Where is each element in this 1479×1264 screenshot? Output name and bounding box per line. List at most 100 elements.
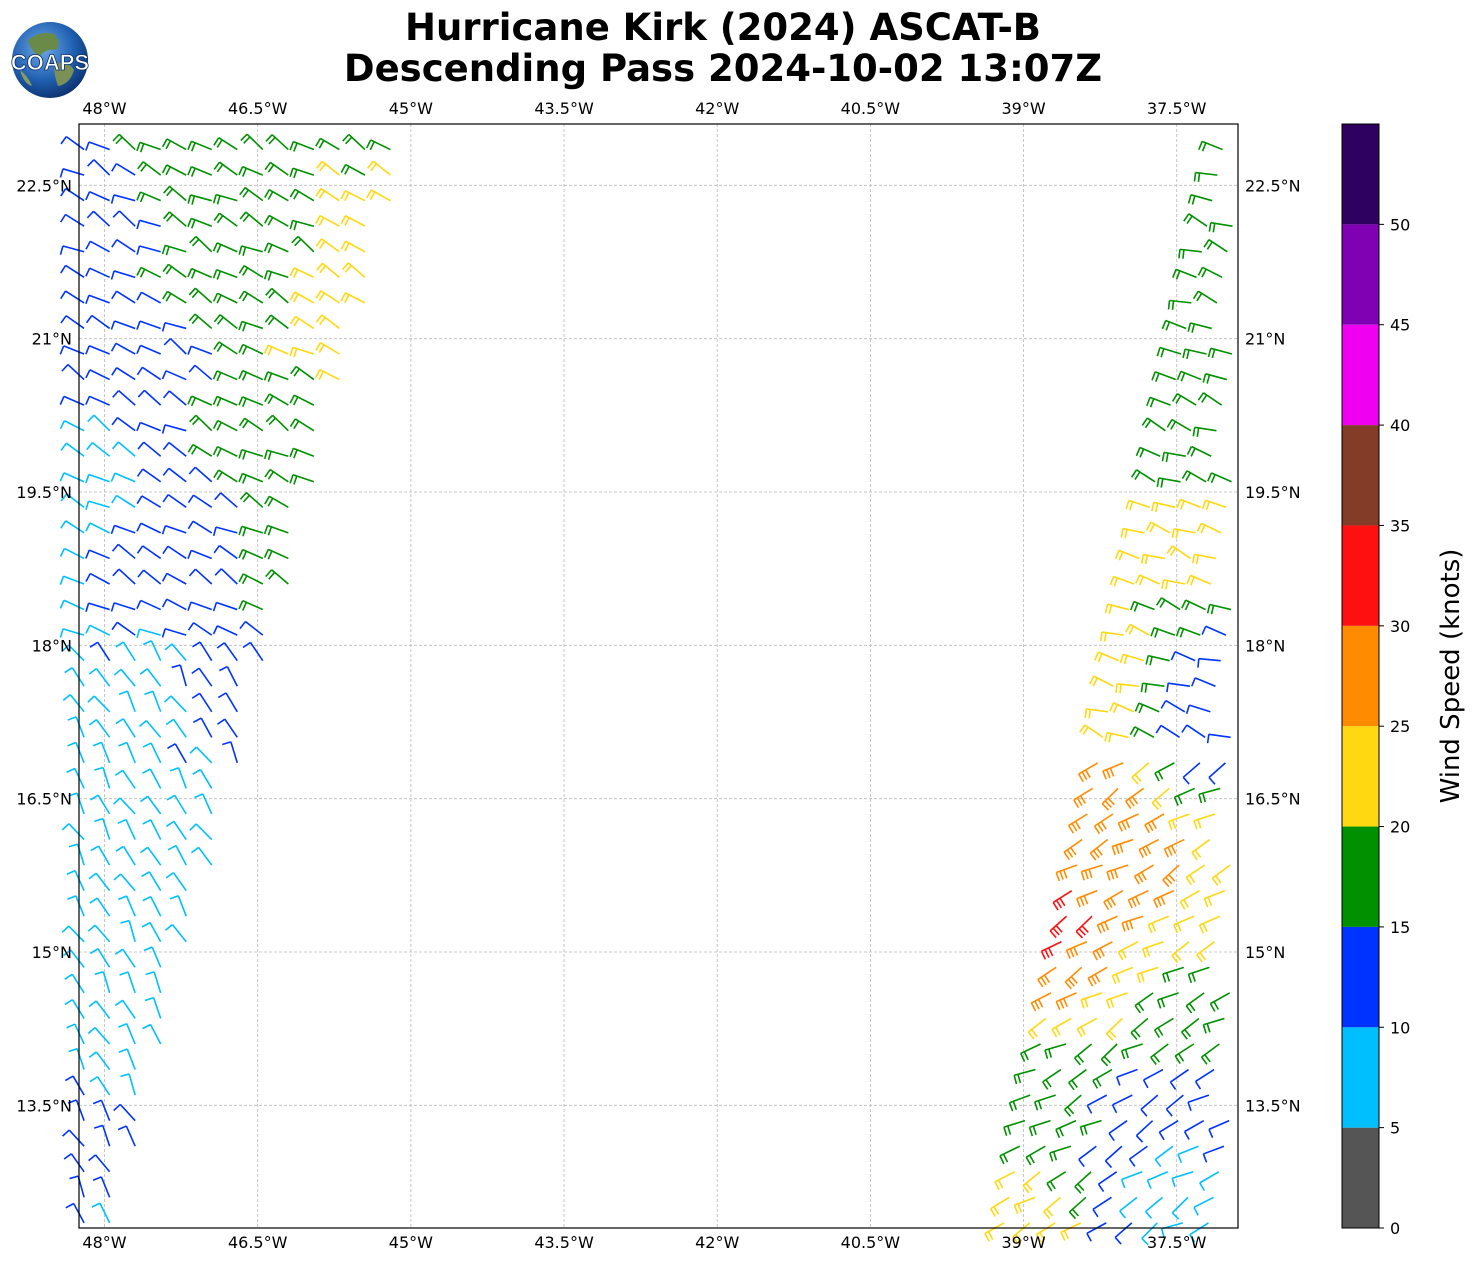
wind-barb xyxy=(212,419,238,432)
barb-staff xyxy=(96,897,111,917)
wind-barb xyxy=(1008,1094,1031,1112)
barb-staff xyxy=(127,971,136,994)
wind-barb xyxy=(1203,238,1228,253)
wind-barb xyxy=(1189,1222,1209,1243)
wind-barb xyxy=(315,187,340,202)
barb-staff xyxy=(173,820,187,841)
barb-flag xyxy=(1210,474,1216,484)
barb-staff xyxy=(65,290,85,304)
barb-flag xyxy=(1052,902,1059,911)
barb-staff xyxy=(1195,1068,1215,1083)
wind-barb xyxy=(264,495,289,509)
barb-flag xyxy=(111,441,120,450)
barb-flag xyxy=(268,290,276,299)
barb-flag xyxy=(187,444,194,453)
wind-barb xyxy=(1120,1171,1143,1189)
barb-flag xyxy=(1089,852,1097,861)
barb-flag xyxy=(1155,372,1160,382)
barb-staff xyxy=(218,341,238,355)
wind-barb xyxy=(92,1099,111,1121)
barb-flag xyxy=(1081,771,1088,781)
barb-staff xyxy=(1118,941,1139,953)
barb-flag xyxy=(1049,930,1057,939)
barb-flag xyxy=(239,621,247,630)
barb-flag xyxy=(1034,1101,1039,1111)
wind-barb xyxy=(1186,445,1212,457)
wind-barb xyxy=(1163,838,1185,858)
barb-flag xyxy=(1013,1204,1019,1214)
barb-flag xyxy=(1077,1054,1085,1063)
barb-flag xyxy=(1202,1153,1208,1163)
barb-staff xyxy=(145,720,162,738)
barb-flag xyxy=(1134,896,1141,906)
barb-flag xyxy=(1140,1108,1148,1117)
barb-flag xyxy=(85,395,91,405)
wind-barb xyxy=(92,741,111,764)
barb-flag xyxy=(1092,677,1099,687)
wind-barb xyxy=(366,139,391,151)
wind-barb xyxy=(1115,683,1139,694)
wind-barb xyxy=(60,187,85,202)
barb-staff xyxy=(1068,813,1088,827)
barb-flag xyxy=(1077,1183,1085,1192)
barb-flag xyxy=(318,190,326,199)
wind-barb xyxy=(1092,941,1113,961)
barb-flag xyxy=(87,1026,96,1035)
barb-staff xyxy=(1201,522,1222,534)
barb-staff xyxy=(139,219,161,227)
barb-flag xyxy=(88,1000,97,1008)
barb-flag xyxy=(1151,502,1155,512)
barb-flag xyxy=(1181,470,1188,479)
barb-staff xyxy=(1076,889,1098,900)
wind-barb xyxy=(85,473,110,484)
barb-flag xyxy=(267,550,273,560)
barb-flag xyxy=(161,164,168,174)
barb-staff xyxy=(119,1103,136,1122)
colorbar-tick-label: 30 xyxy=(1390,617,1410,636)
barb-flag xyxy=(243,136,251,144)
barb-flag xyxy=(191,316,199,325)
barb-flag xyxy=(1201,142,1207,152)
barb-flag xyxy=(1128,625,1135,635)
wind-barb xyxy=(1208,762,1226,785)
wind-barb xyxy=(212,292,238,304)
wind-barb xyxy=(1207,472,1232,484)
wind-barb xyxy=(263,524,289,536)
barb-flag xyxy=(213,545,221,554)
barb-staff xyxy=(167,290,187,304)
barb-flag xyxy=(1070,976,1078,984)
barb-flag xyxy=(85,369,91,379)
barb-flag xyxy=(111,417,119,426)
barb-flag xyxy=(1120,1179,1126,1189)
barb-flag xyxy=(1052,1151,1058,1161)
barb-flag xyxy=(191,290,199,299)
colorbar-segment xyxy=(1342,926,1379,1028)
barb-flag xyxy=(1076,797,1083,806)
barb-staff xyxy=(1177,1145,1199,1156)
barb-staff xyxy=(1179,626,1201,636)
wind-barb xyxy=(213,212,238,227)
barb-staff xyxy=(116,290,136,304)
barb-flag xyxy=(88,719,98,726)
wind-barb xyxy=(188,568,213,585)
barb-staff xyxy=(95,1051,111,1071)
barb-flag xyxy=(59,548,66,557)
barb-flag xyxy=(240,133,248,142)
barb-staff xyxy=(166,598,187,611)
wind-barb xyxy=(1084,708,1109,719)
barb-flag xyxy=(1090,975,1097,985)
barb-flag xyxy=(265,287,273,296)
barb-flag xyxy=(212,420,219,429)
barb-flag xyxy=(1207,348,1212,358)
barb-flag xyxy=(1008,1102,1014,1112)
wind-barb xyxy=(88,1154,111,1173)
wind-barb xyxy=(1131,762,1150,785)
barb-staff xyxy=(96,1076,111,1096)
barb-flag xyxy=(1032,1125,1037,1135)
wind-barb xyxy=(1049,915,1068,939)
wind-barb xyxy=(188,466,213,483)
barb-flag xyxy=(110,525,116,535)
barb-staff xyxy=(165,524,187,534)
barb-flag xyxy=(1105,769,1111,779)
barb-flag xyxy=(1194,1081,1202,1090)
